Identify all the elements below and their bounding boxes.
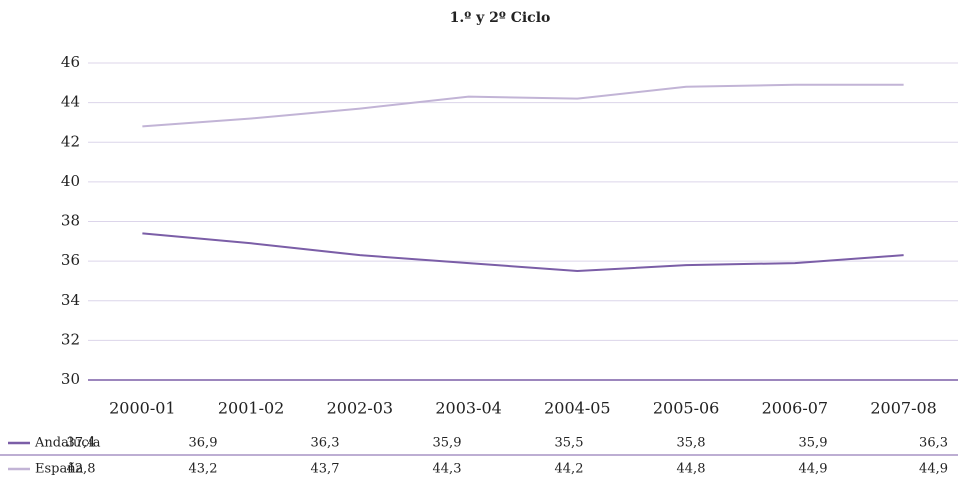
table-value: 44,3 (433, 462, 462, 477)
x-tick-label: 2003-04 (435, 399, 501, 418)
x-tick-label: 2004-05 (544, 399, 610, 418)
y-tick-label: 32 (61, 330, 80, 348)
table-value: 43,2 (189, 462, 218, 477)
x-tick-label: 2000-01 (109, 399, 175, 418)
table-value: 44,9 (799, 462, 828, 477)
y-tick-label: 38 (61, 212, 80, 230)
table-value: 35,9 (433, 436, 462, 451)
x-tick-label: 2005-06 (653, 399, 719, 418)
y-tick-label: 44 (61, 93, 80, 111)
y-tick-label: 42 (61, 132, 80, 150)
table-value: 36,9 (189, 436, 218, 451)
table-value: 43,7 (311, 462, 340, 477)
table-value: 35,5 (555, 436, 584, 451)
table-value: 44,8 (677, 462, 706, 477)
table-value: 35,8 (677, 436, 706, 451)
table-value: 37,4 (67, 436, 96, 451)
table-value: 36,3 (919, 436, 948, 451)
chart-title: 1.º y 2º Ciclo (450, 10, 551, 26)
y-tick-label: 34 (61, 291, 80, 309)
x-tick-label: 2007-08 (870, 399, 936, 418)
table-value: 36,3 (311, 436, 340, 451)
y-tick-label: 30 (61, 370, 80, 388)
x-tick-label: 2001-02 (218, 399, 284, 418)
legend-label: España (35, 462, 84, 477)
x-tick-label: 2006-07 (762, 399, 828, 418)
legend-label: Andalucía (34, 436, 101, 451)
y-tick-label: 46 (61, 53, 80, 71)
line (142, 83, 904, 128)
table-value: 35,9 (799, 436, 828, 451)
y-tick-label: 36 (61, 251, 80, 269)
table-value: 42,8 (67, 462, 96, 477)
line (142, 232, 904, 273)
y-tick-label: 40 (61, 172, 80, 190)
table-value: 44,2 (555, 462, 584, 477)
table-value: 44,9 (919, 462, 948, 477)
x-tick-label: 2002-03 (327, 399, 393, 418)
